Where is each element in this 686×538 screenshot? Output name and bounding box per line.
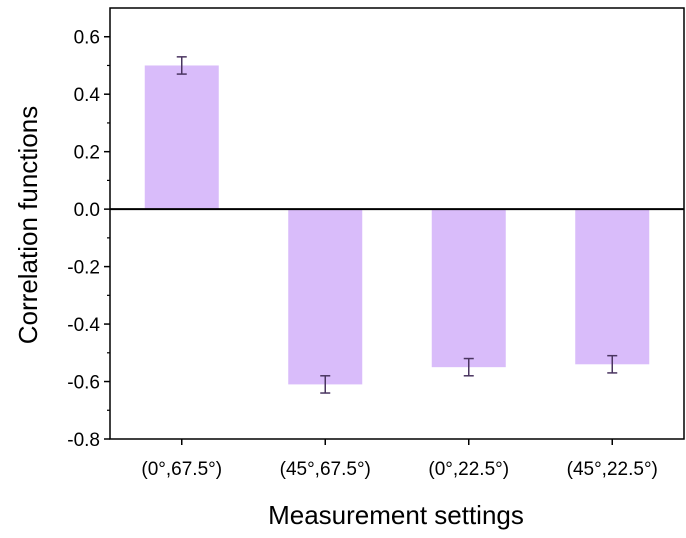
y-tick-label-6: 0.2 [74, 143, 100, 164]
error-bars-group [176, 56, 618, 394]
bar-1 [144, 65, 219, 210]
bar-3 [431, 209, 506, 368]
x-tick-label-3: (0°,22.5°) [428, 459, 509, 480]
error-bar-2 [320, 375, 331, 394]
y-tick-label-7: 0.4 [74, 85, 101, 106]
y-tick-label-1: -0.8 [67, 430, 100, 451]
x-tick-label-2: (45°,67.5°) [280, 459, 371, 480]
error-bar-4 [607, 354, 618, 374]
y-axis-title: Correlation functions [13, 106, 43, 344]
x-tick-label-1: (0°,67.5°) [141, 459, 222, 480]
plot-frame [109, 7, 685, 440]
y-tick-label-4: -0.2 [67, 258, 100, 279]
x-tick-label-4: (45°,22.5°) [567, 459, 658, 480]
y-tick-label-2: -0.6 [67, 373, 100, 394]
y-tick-label-5: 0.0 [74, 200, 100, 221]
error-bar-3 [463, 357, 474, 377]
y-tick-label-8: 0.6 [74, 28, 100, 49]
y-axis: -0.8 -0.6 -0.4 -0.2 0.0 0.2 0.4 0.6 [67, 28, 110, 451]
bar-4 [575, 209, 650, 365]
x-axis-title: Measurement settings [268, 500, 524, 530]
bars-group [144, 65, 650, 385]
x-axis: (0°,67.5°) (45°,67.5°) (0°,22.5°) (45°,22.5… [141, 439, 658, 480]
y-tick-label-3: -0.4 [67, 315, 100, 336]
bar-2 [288, 209, 363, 385]
error-bar-1 [176, 56, 187, 75]
